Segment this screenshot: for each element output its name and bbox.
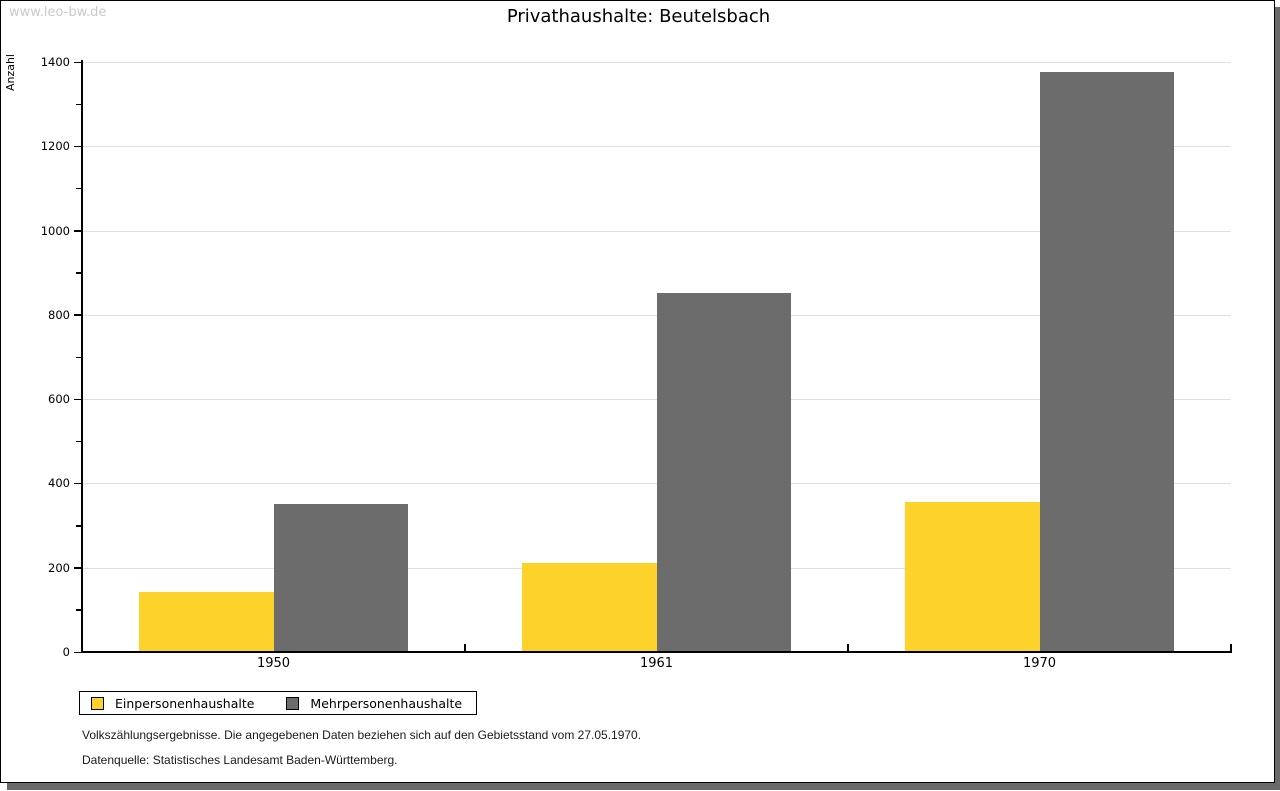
x-tick-label-1970: 1970 (1022, 656, 1057, 671)
x-boundary-tick-1 (464, 644, 466, 652)
y-tick-label-1400: 1400 (40, 55, 70, 69)
watermark: www.leo-bw.de (9, 5, 107, 20)
bar-einpersonenhaushalte-1970 (905, 502, 1040, 652)
chart-title: Privathaushalte: Beutelsbach (506, 6, 771, 27)
gridline-1400 (83, 62, 1231, 63)
y-minor-tick-1100 (76, 187, 81, 190)
legend-swatch-mehrpersonenhaushalte (286, 696, 300, 710)
legend-swatch-einpersonenhaushalte (91, 696, 104, 710)
y-major-tick-400 (74, 482, 81, 485)
y-minor-tick-100 (76, 609, 81, 611)
y-axis-line (81, 60, 83, 653)
y-tick-label-1000: 1000 (40, 223, 70, 238)
bar-einpersonenhaushalte-1950 (139, 592, 274, 652)
gridline-1200 (83, 146, 1231, 148)
x-axis-line (81, 651, 1232, 653)
y-tick-label-0: 0 (62, 645, 70, 659)
x-tick-label-1961: 1961 (639, 656, 674, 671)
bar-mehrpersonenhaushalte-1961 (656, 293, 791, 652)
y-tick-label-600: 600 (48, 392, 70, 407)
y-major-tick-1000 (74, 230, 81, 232)
gridline-1000 (83, 230, 1231, 232)
footnote-source-note: Volkszählungsergebnisse. Die angegebenen… (82, 728, 642, 742)
y-minor-tick-900 (76, 272, 81, 274)
x-tick-label-1950: 1950 (256, 656, 291, 671)
y-tick-label-1200: 1200 (40, 139, 70, 154)
y-tick-label-400: 400 (48, 476, 70, 491)
y-minor-tick-1300 (76, 103, 81, 106)
x-boundary-tick-2 (847, 644, 849, 652)
y-major-tick-0 (74, 651, 81, 653)
y-minor-tick-700 (76, 356, 81, 358)
legend-label-einpersonenhaushalte: Einpersonenhaushalte (115, 695, 255, 711)
y-major-tick-600 (74, 398, 81, 401)
y-major-tick-1400 (74, 61, 81, 63)
y-major-tick-200 (74, 567, 81, 569)
y-minor-tick-500 (76, 440, 81, 443)
y-major-tick-800 (74, 314, 81, 316)
bar-mehrpersonenhaushalte-1950 (273, 504, 408, 652)
bar-einpersonenhaushalte-1961 (522, 562, 657, 652)
y-major-tick-1200 (74, 145, 81, 148)
y-minor-tick-300 (76, 525, 81, 527)
legend: Einpersonenhaushalte Mehrpersonenhaushal… (79, 691, 477, 715)
footnote-data-source: Datenquelle: Statistisches Landesamt Bad… (82, 753, 398, 767)
y-tick-label-800: 800 (48, 307, 70, 322)
y-tick-label-200: 200 (48, 560, 70, 575)
legend-label-mehrpersonenhaushalte: Mehrpersonenhaushalte (310, 695, 463, 711)
bar-mehrpersonenhaushalte-1970 (1039, 72, 1174, 652)
x-boundary-tick-3 (1230, 644, 1232, 652)
